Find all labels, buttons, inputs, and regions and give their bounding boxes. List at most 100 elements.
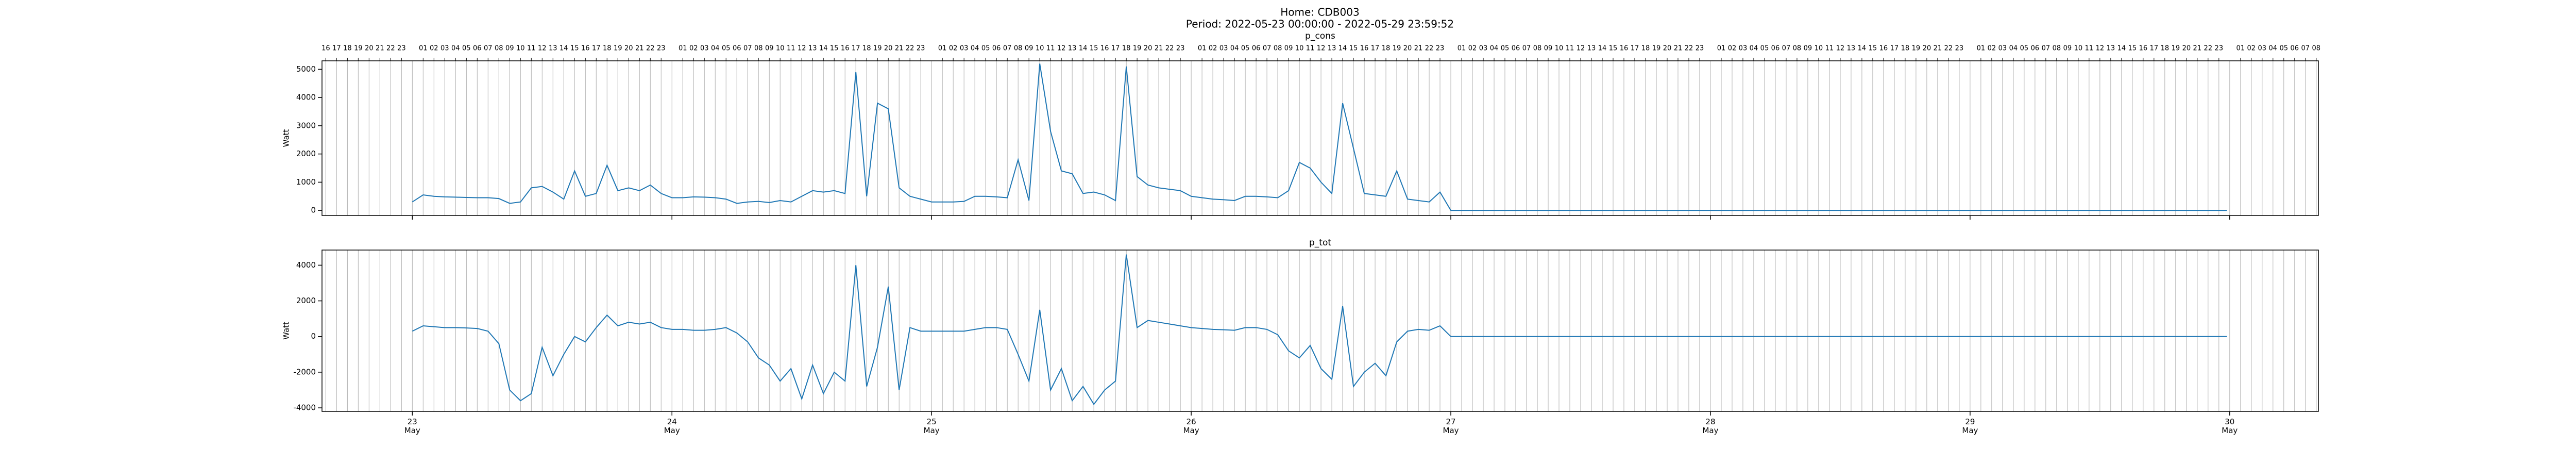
x2-tick-label: 01 (938, 45, 947, 53)
x2-tick-label: 07 (2301, 45, 2310, 53)
x2-tick-label: 13 (1847, 45, 1856, 53)
x2-tick-label: 10 (1036, 45, 1044, 53)
x2-tick-label: 09 (1804, 45, 1812, 53)
y-tick-label: 1000 (296, 177, 316, 187)
x2-tick-label: 14 (1338, 45, 1347, 53)
x2-tick-label: 20 (624, 45, 633, 53)
x2-tick-label: 04 (1230, 45, 1239, 53)
x2-tick-label: 21 (1414, 45, 1423, 53)
x2-tick-label: 23 (657, 45, 666, 53)
y-axis-label: Watt (282, 129, 291, 147)
x2-tick-label: 06 (1512, 45, 1520, 53)
x-tick-label: 27 May (1443, 417, 1459, 435)
y-tick-label: 0 (311, 332, 316, 341)
x2-tick-label: 18 (1641, 45, 1650, 53)
x2-tick-label: 08 (1533, 45, 1542, 53)
chart-title: Home: CDB003 (1280, 6, 1359, 19)
plot-frame (321, 60, 2319, 216)
x2-tick-label: 04 (2269, 45, 2278, 53)
x2-tick-label: 04 (451, 45, 460, 53)
x-tick-label: 23 May (404, 417, 420, 435)
x2-tick-label: 16 (321, 45, 330, 53)
x2-tick-label: 12 (538, 45, 547, 53)
x2-tick-label: 12 (1577, 45, 1585, 53)
x2-tick-label: 17 (1371, 45, 1380, 53)
x2-tick-label: 20 (2182, 45, 2191, 53)
x2-tick-label: 17 (1631, 45, 1639, 53)
x2-tick-label: 05 (1501, 45, 1510, 53)
x2-tick-label: 01 (419, 45, 428, 53)
x2-tick-label: 08 (2053, 45, 2061, 53)
x-tick-label: 24 May (664, 417, 680, 435)
x2-tick-label: 08 (754, 45, 763, 53)
x2-tick-label: 05 (2020, 45, 2029, 53)
x2-tick-label: 03 (1739, 45, 1748, 53)
x2-tick-label: 23 (1436, 45, 1445, 53)
x2-tick-label: 23 (1176, 45, 1185, 53)
x2-tick-label: 14 (560, 45, 568, 53)
x2-tick-label: 02 (1988, 45, 1996, 53)
y-tick-label: 4000 (296, 93, 316, 102)
x-tick-label: 30 May (2222, 417, 2238, 435)
x2-tick-label: 07 (1522, 45, 1531, 53)
x2-tick-label: 11 (1046, 45, 1055, 53)
x2-tick-label: 23 (1955, 45, 1964, 53)
x2-tick-label: 09 (1544, 45, 1553, 53)
x2-tick-label: 23 (397, 45, 406, 53)
x2-tick-label: 11 (1825, 45, 1834, 53)
x2-tick-label: 21 (1934, 45, 1942, 53)
x2-tick-label: 16 (581, 45, 590, 53)
x2-tick-label: 14 (2117, 45, 2126, 53)
x2-tick-label: 09 (765, 45, 774, 53)
x2-tick-label: 02 (1209, 45, 1217, 53)
x2-tick-label: 08 (1274, 45, 1282, 53)
x2-tick-label: 18 (603, 45, 612, 53)
x2-tick-label: 03 (1998, 45, 2007, 53)
x2-tick-label: 10 (1295, 45, 1304, 53)
x2-tick-label: 04 (1750, 45, 1758, 53)
x2-tick-label: 01 (1198, 45, 1207, 53)
x2-tick-label: 14 (819, 45, 828, 53)
x2-tick-label: 17 (2150, 45, 2159, 53)
x2-tick-label: 05 (722, 45, 731, 53)
x2-tick-label: 19 (873, 45, 882, 53)
plot-frame (321, 250, 2319, 412)
x2-tick-label: 22 (1685, 45, 1693, 53)
x2-tick-label: 08 (495, 45, 503, 53)
x2-tick-label: 12 (1836, 45, 1845, 53)
x2-tick-label: 11 (1566, 45, 1574, 53)
x2-tick-label: 15 (570, 45, 579, 53)
data-line (412, 254, 2227, 405)
x2-tick-label: 05 (2280, 45, 2289, 53)
panel-title: p_tot (1309, 238, 1331, 248)
x2-tick-label: 18 (862, 45, 871, 53)
x2-tick-label: 06 (1252, 45, 1261, 53)
y-axis-label: Watt (282, 322, 291, 340)
y-tick-label: 0 (311, 206, 316, 215)
x2-tick-label: 02 (1468, 45, 1477, 53)
x2-tick-label: 17 (1111, 45, 1120, 53)
y-tick-label: -4000 (293, 403, 316, 412)
x2-tick-label: 21 (376, 45, 384, 53)
x2-tick-label: 06 (473, 45, 482, 53)
x2-tick-label: 18 (343, 45, 352, 53)
x-tick-label: 28 May (1702, 417, 1719, 435)
x2-tick-label: 10 (516, 45, 525, 53)
x2-tick-label: 02 (689, 45, 698, 53)
x2-tick-label: 22 (2204, 45, 2213, 53)
x2-tick-label: 04 (1490, 45, 1499, 53)
y-tick-label: 4000 (296, 260, 316, 270)
x2-tick-label: 12 (1057, 45, 1066, 53)
x2-tick-label: 05 (1241, 45, 1250, 53)
x2-tick-label: 22 (646, 45, 655, 53)
x2-tick-label: 18 (1901, 45, 1910, 53)
x2-tick-label: 01 (2236, 45, 2245, 53)
x2-tick-label: 17 (332, 45, 341, 53)
x2-tick-label: 13 (808, 45, 817, 53)
x2-tick-label: 09 (1025, 45, 1033, 53)
x2-tick-label: 12 (1317, 45, 1326, 53)
x2-tick-label: 18 (1382, 45, 1391, 53)
x2-tick-label: 22 (906, 45, 914, 53)
x2-tick-label: 15 (1090, 45, 1098, 53)
